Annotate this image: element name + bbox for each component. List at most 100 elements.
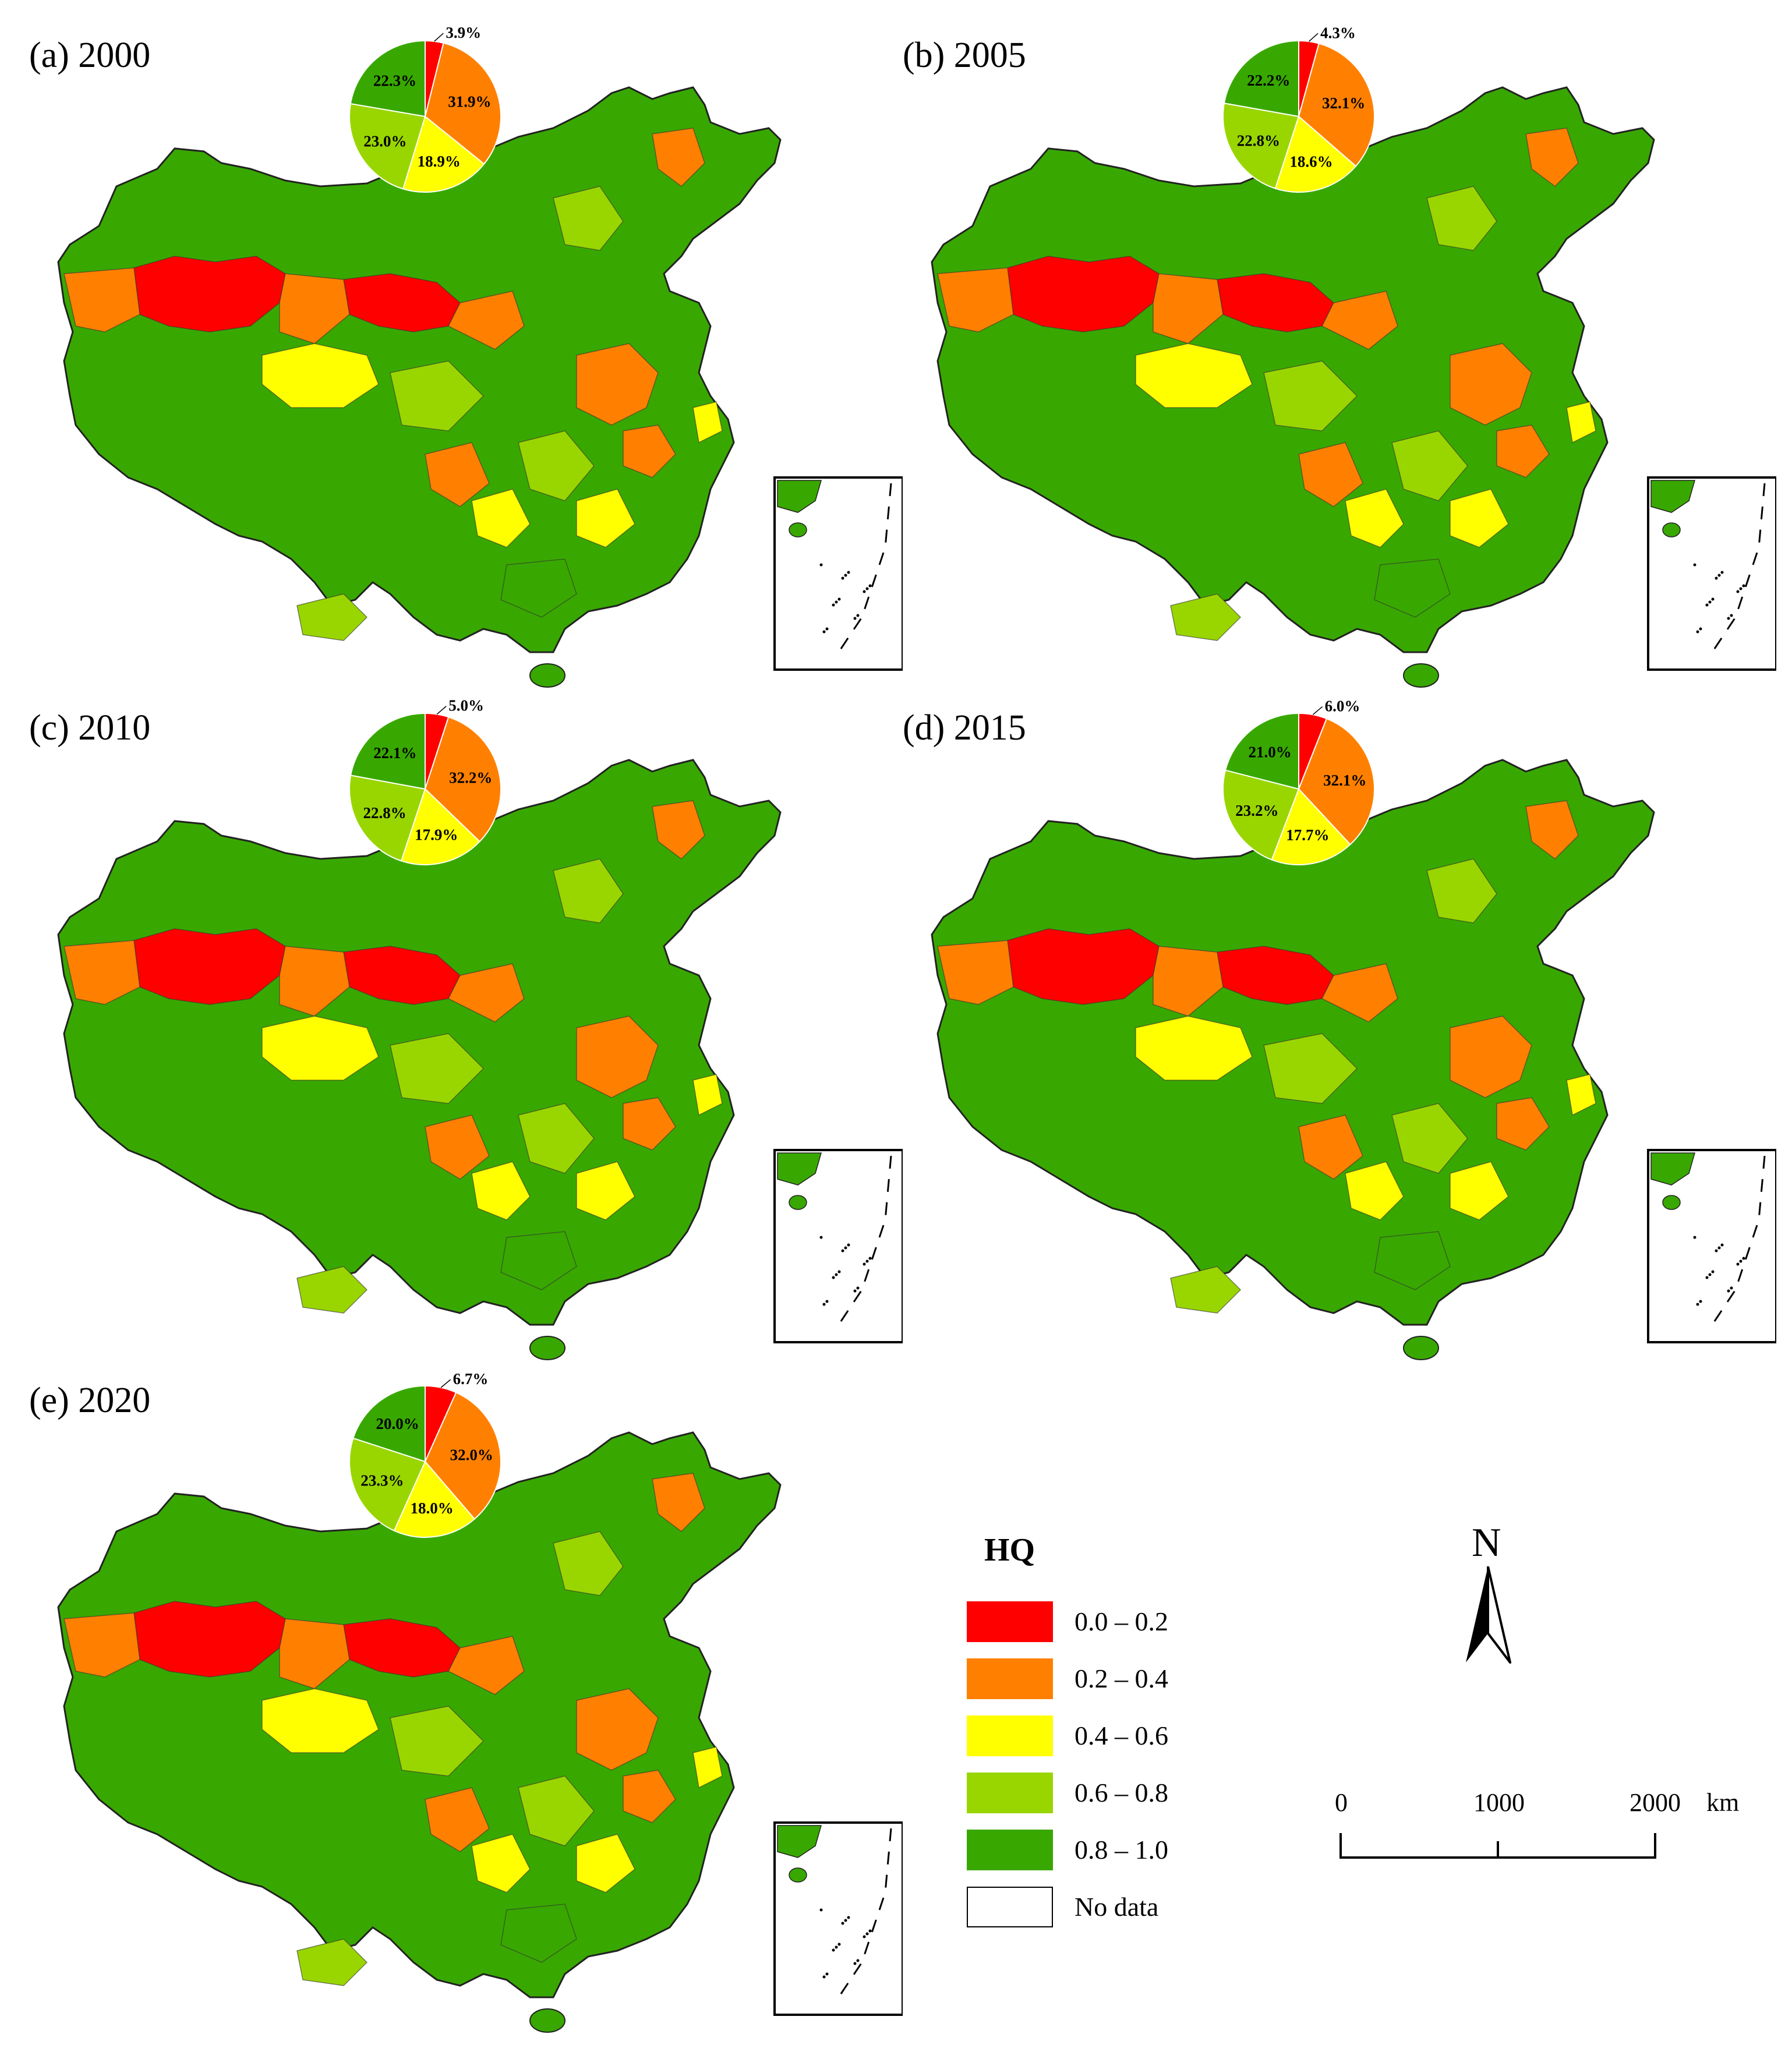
scale-bar: 0 1000 2000 km	[1322, 1788, 1753, 1869]
hq-region	[576, 1016, 659, 1098]
pie-slice	[400, 788, 481, 865]
pie-percent-label: 6.0%	[1325, 698, 1360, 715]
hq-map	[931, 759, 1776, 1360]
pie-slice	[393, 1460, 476, 1538]
hq-region	[1496, 424, 1550, 478]
legend-item: No data	[967, 1887, 1258, 1930]
hq-region	[63, 1612, 140, 1678]
hq-region	[1298, 1115, 1363, 1180]
hq-region	[652, 800, 705, 859]
pie-percent-label: 32.1%	[1322, 94, 1365, 112]
legend-swatch	[967, 1658, 1053, 1699]
hq-region	[553, 1531, 624, 1596]
pie-percent-label: 23.2%	[1235, 802, 1278, 819]
north-arrow-icon	[1466, 1566, 1511, 1664]
pie-slice	[1274, 115, 1357, 193]
hq-share-pie: 6.7% 32.0% 18.0% 23.3% 20.0%	[349, 1370, 501, 1538]
hq-region	[1345, 1161, 1404, 1221]
hq-map	[931, 86, 1776, 688]
hq-region	[518, 1775, 595, 1846]
hq-region	[447, 291, 525, 350]
hq-region	[63, 940, 140, 1005]
pie-slice	[352, 1385, 426, 1463]
scale-tick-label: 2000	[1630, 1788, 1681, 1817]
pie-percent-label: 18.6%	[1289, 153, 1332, 171]
legend-label: 0.8 – 1.0	[1075, 1835, 1168, 1865]
hq-region	[1426, 858, 1497, 924]
hq-region	[390, 1706, 485, 1777]
hq-region	[471, 489, 531, 548]
hq-region	[937, 940, 1014, 1005]
pie-percent-label: 17.9%	[415, 826, 458, 843]
pie-percent-label: 22.8%	[1237, 132, 1280, 149]
hq-region	[1135, 1016, 1253, 1081]
pie-slice	[1222, 102, 1300, 189]
map-panel-2010: (c) 2010 5.0% 32.2% 17.9% 22.8% 22.1%	[29, 697, 903, 1377]
pie-percent-label: 32.1%	[1323, 772, 1366, 789]
pie-percent-label: 22.8%	[363, 804, 406, 822]
map-panel-2000: (a) 2000 3.9% 31.9% 18.9% 23.0% 22.3%	[29, 24, 903, 705]
hq-region	[576, 1688, 659, 1771]
legend-swatch-no-data	[967, 1887, 1053, 1927]
pie-percent-label: 18.0%	[410, 1499, 453, 1517]
pie-percent-label: 22.1%	[373, 744, 416, 762]
hq-region	[261, 1016, 379, 1081]
hq-region	[692, 1074, 723, 1116]
pie-percent-label: 20.0%	[376, 1415, 419, 1432]
panel-title: (c) 2010	[29, 708, 151, 748]
pie-percent-label: 17.7%	[1286, 826, 1329, 844]
pie-slice	[349, 1437, 426, 1531]
pie-percent-label: 4.3%	[1320, 24, 1356, 41]
hq-region	[576, 1834, 635, 1893]
legend-item: 0.6 – 0.8	[967, 1773, 1258, 1816]
hq-region	[1170, 593, 1242, 641]
pie-percent-label: 18.9%	[418, 153, 461, 170]
hq-share-pie: 6.0% 32.1% 17.7% 23.2% 21.0%	[1222, 698, 1375, 865]
legend-swatch	[967, 1715, 1053, 1756]
pie-slice	[1222, 769, 1300, 861]
hq-region	[425, 442, 490, 507]
pie-percent-label: 32.2%	[449, 769, 492, 786]
pie-slice	[349, 102, 426, 190]
pie-percent-label: 21.0%	[1248, 743, 1291, 760]
hq-region	[518, 1103, 595, 1174]
hq-region	[1450, 1016, 1532, 1098]
hq-region	[1321, 291, 1398, 350]
hq-region	[425, 1115, 490, 1180]
hq-region	[1391, 1103, 1468, 1174]
hq-region	[1496, 1097, 1550, 1151]
hq-region	[425, 1787, 490, 1852]
scale-tick-label: 1000	[1473, 1788, 1525, 1817]
pie-percent-label: 22.3%	[373, 72, 416, 89]
hq-region	[296, 593, 368, 641]
hq-region	[1391, 430, 1468, 501]
scale-bar-line	[1339, 1833, 1656, 1859]
hq-region	[1450, 1161, 1509, 1221]
legend-label: 0.6 – 0.8	[1075, 1778, 1168, 1807]
pie-slice	[1298, 43, 1375, 167]
island	[1403, 1336, 1439, 1360]
pie-slice	[349, 712, 426, 790]
hq-region	[652, 128, 705, 187]
scale-unit: km	[1706, 1788, 1740, 1817]
hq-region	[296, 1266, 368, 1314]
hq-share-pie: 5.0% 32.2% 17.9% 22.8% 22.1%	[349, 697, 501, 865]
pie-percent-label: 23.0%	[363, 132, 407, 150]
hq-region	[518, 430, 595, 501]
pie-slice	[1298, 717, 1375, 845]
hq-region	[261, 1688, 379, 1753]
hq-share-pie: 4.3% 32.1% 18.6% 22.8% 22.2%	[1222, 24, 1375, 193]
hq-region	[1426, 186, 1497, 251]
pie-slice	[424, 1392, 501, 1520]
hq-region	[623, 1097, 676, 1151]
hq-map	[57, 86, 903, 688]
pie-percent-label: 32.0%	[450, 1446, 493, 1463]
hq-region	[553, 186, 624, 251]
hq-region	[447, 963, 525, 1023]
inset-map	[1647, 1149, 1776, 1343]
legend-item: 0.0 – 0.2	[967, 1601, 1258, 1644]
island	[529, 2008, 565, 2033]
pie-percent-label: 22.2%	[1247, 72, 1290, 89]
inset-map	[773, 1821, 903, 2016]
hq-region	[576, 343, 659, 426]
